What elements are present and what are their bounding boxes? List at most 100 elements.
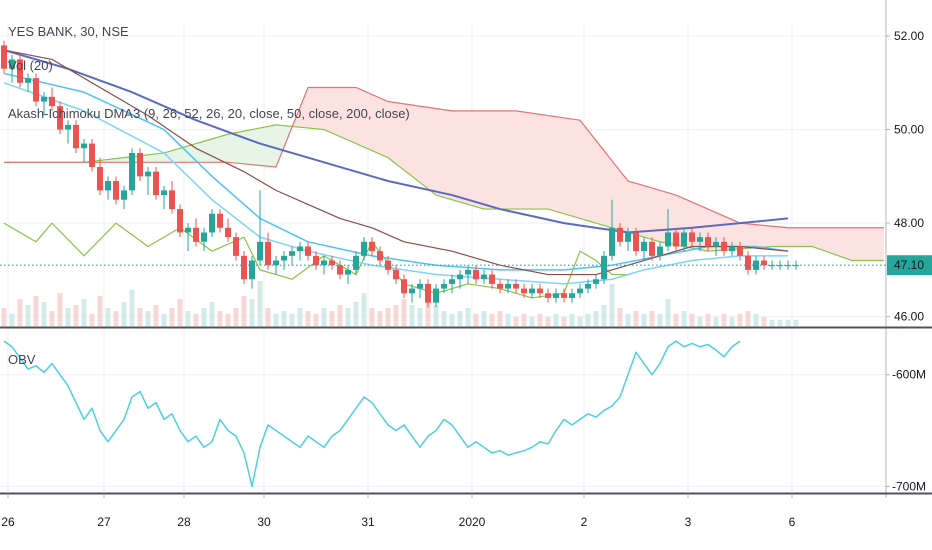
candle-body (609, 227, 615, 256)
candle-body (297, 246, 303, 252)
time-tick-label[interactable]: 31 (361, 515, 375, 529)
time-tick-label[interactable]: 3 (685, 515, 692, 529)
volume-bar (569, 314, 575, 326)
volume-bars (1, 281, 799, 326)
symbol-legend[interactable]: YES BANK, 30, NSE (8, 24, 129, 39)
volume-bar (489, 314, 495, 326)
volume-bar (361, 293, 367, 326)
volume-bar (697, 317, 703, 326)
candle-body (313, 255, 319, 266)
volume-bar (657, 314, 663, 326)
candle-body (473, 269, 479, 280)
time-tick-label[interactable]: 30 (257, 515, 271, 529)
volume-bar (745, 311, 751, 326)
candle-body (553, 293, 559, 298)
volume-bar (473, 314, 479, 326)
candle-body (465, 269, 471, 275)
candle-body (489, 274, 495, 284)
volume-bar (65, 308, 71, 326)
candle-body (409, 288, 415, 294)
volume-bar (521, 314, 527, 326)
volume-bar (689, 314, 695, 326)
candle-body (369, 241, 375, 252)
candle-body (761, 260, 767, 266)
obv-tick-label[interactable]: -700M (892, 479, 926, 493)
candle-body (377, 251, 383, 261)
obv-tick-label[interactable]: -600M (892, 368, 926, 382)
indicator-legend[interactable]: Akash-Ichimoku DMA3 (9, 26, 52, 26, 20, … (8, 106, 410, 121)
ichimoku-cloud (4, 87, 884, 261)
cloud-bullish (4, 124, 292, 167)
volume-bar (409, 305, 415, 326)
candle-body (361, 241, 367, 256)
volume-bar (353, 302, 359, 326)
candle-body (529, 288, 535, 294)
candle-body (81, 143, 87, 149)
volume-bar (761, 317, 767, 326)
candle-body (321, 260, 327, 266)
candle-body (25, 78, 31, 83)
last-price-label: 47.10 (894, 258, 924, 272)
time-tick-label[interactable]: 2020 (459, 515, 486, 529)
price-tick-label[interactable]: 52.00 (894, 29, 924, 43)
volume-bar (129, 290, 135, 326)
volume-bar (577, 317, 583, 326)
candle-body (273, 260, 279, 266)
volume-bar (337, 305, 343, 326)
volume-bar (113, 311, 119, 326)
candle-body (289, 251, 295, 256)
senkou-span-a (4, 124, 884, 262)
candle-body (193, 227, 199, 242)
volume-bar (673, 314, 679, 326)
candle-body (545, 293, 551, 298)
volume-bar (369, 308, 375, 326)
candle-body (705, 237, 711, 247)
volume-bar (553, 314, 559, 326)
candle-body (225, 227, 231, 238)
time-tick-label[interactable]: 6 (789, 515, 796, 529)
price-axis-ticks[interactable]: 52.00 50.00 48.00 46.00 (886, 29, 924, 324)
volume-bar (457, 311, 463, 326)
candle-body (689, 232, 695, 242)
volume-bar (345, 308, 351, 326)
candle-body (233, 237, 239, 256)
price-tick-label[interactable]: 50.00 (894, 123, 924, 137)
candle-body (217, 213, 223, 228)
candle-body (665, 232, 671, 247)
volume-bar (481, 311, 487, 326)
volume-bar (713, 317, 719, 326)
obv-axis-ticks[interactable]: -600M -700M (886, 368, 926, 494)
obv-legend[interactable]: OBV (8, 352, 36, 367)
candle-body (97, 166, 103, 191)
candle-body (33, 78, 39, 102)
volume-bar (161, 314, 167, 326)
candle-body (401, 279, 407, 294)
volume-legend[interactable]: Vol (20) (8, 58, 53, 73)
price-tick-label[interactable]: 48.00 (894, 216, 924, 230)
candle-body (561, 293, 567, 298)
cloud-bearish (292, 87, 884, 261)
volume-bar (433, 305, 439, 326)
volume-bar (633, 311, 639, 326)
volume-bar (665, 299, 671, 326)
candle-body (745, 255, 751, 270)
volume-bar (529, 317, 535, 326)
time-axis-ticks[interactable]: 26 27 28 30 31 2020 2 3 6 (1, 494, 796, 529)
candle-body (177, 209, 183, 233)
candle-body (681, 232, 687, 247)
volume-bar (505, 314, 511, 326)
time-tick-label[interactable]: 28 (177, 515, 191, 529)
volume-bar (705, 314, 711, 326)
volume-bar (57, 293, 63, 326)
time-tick-label[interactable]: 26 (1, 515, 15, 529)
time-tick-label[interactable]: 2 (581, 515, 588, 529)
price-tick-label[interactable]: 46.00 (894, 310, 924, 324)
volume-bar (721, 314, 727, 326)
last-price-tag: 47.10 (887, 255, 932, 276)
time-tick-label[interactable]: 27 (97, 515, 111, 529)
candle-body (73, 124, 79, 149)
candle-body (105, 181, 111, 191)
candle-body (713, 241, 719, 247)
candle-body (729, 246, 735, 252)
